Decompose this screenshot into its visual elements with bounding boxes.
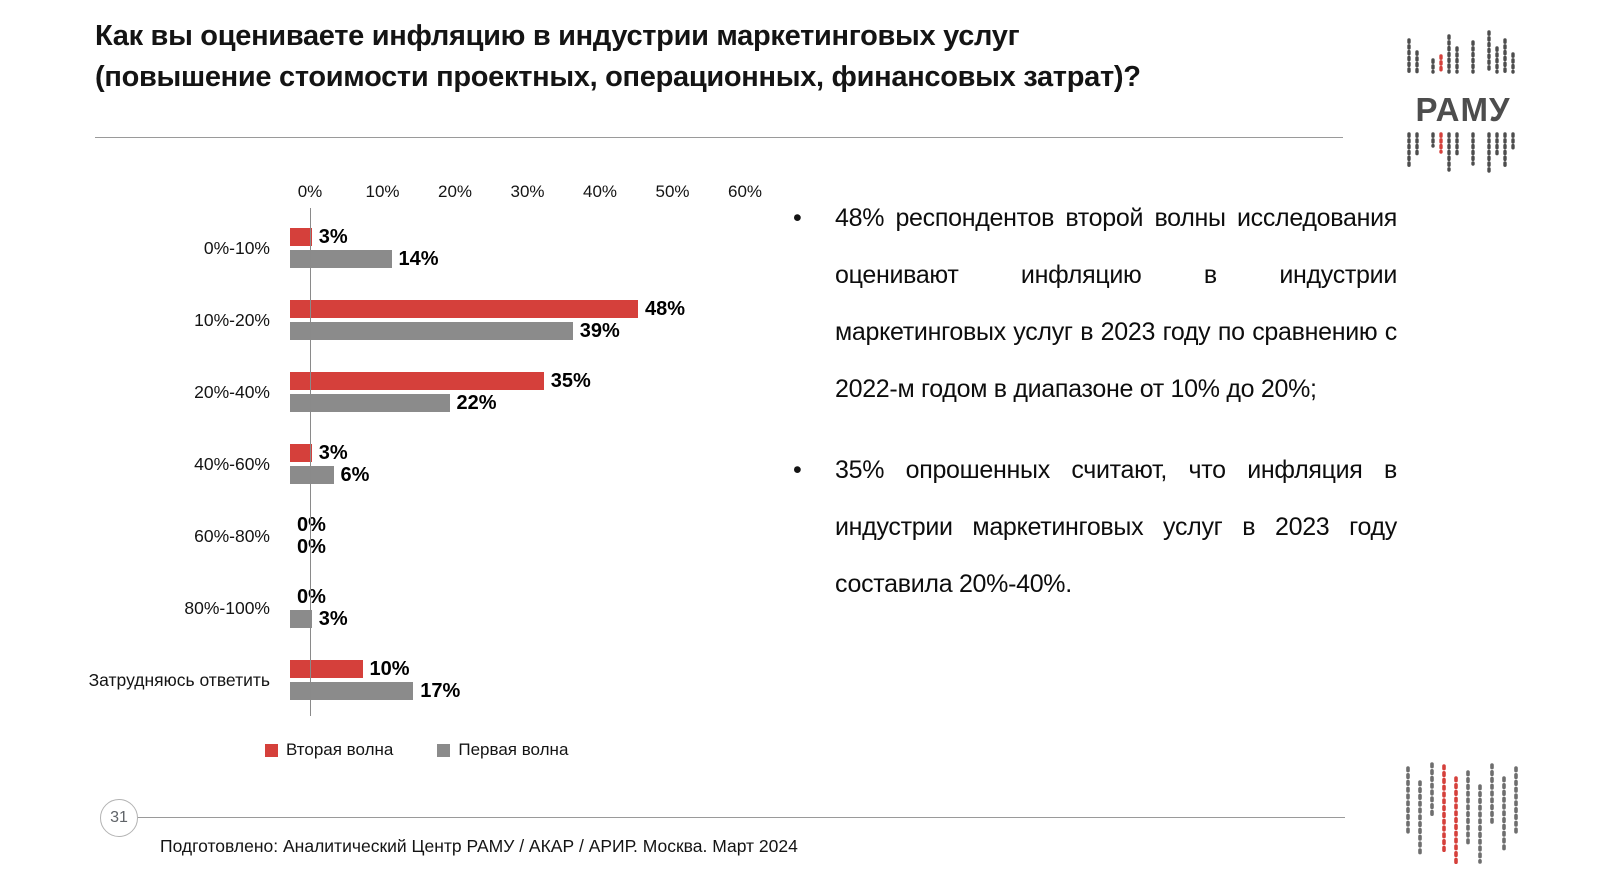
page-number: 31	[110, 809, 128, 826]
bar-line: 17%	[290, 679, 461, 702]
bar-line: 39%	[290, 319, 685, 342]
bar-value-label: 0%	[297, 513, 326, 536]
bar-group: 35% 22%	[290, 369, 591, 414]
insight-text-2: 35% опрошенных считают, что инфляция в и…	[835, 456, 1397, 598]
x-tick-label: 50%	[655, 182, 690, 201]
footer-divider	[120, 817, 1345, 818]
bar-wave1	[290, 394, 450, 412]
bar-wave1	[290, 250, 392, 268]
legend-item-wave2: Вторая волна	[265, 740, 393, 760]
bar-line: 48%	[290, 297, 686, 320]
bar-value-label: 0%	[297, 585, 326, 608]
insight-text-1: 48% респондентов второй волны исследован…	[835, 204, 1397, 403]
category-label: 60%-80%	[194, 525, 270, 546]
bar-wave1	[290, 322, 573, 340]
chart-row: 0%-10% 3% 14%	[75, 212, 775, 284]
bar-line: 22%	[290, 391, 591, 414]
ramu-logo-text: РАМУ	[1416, 91, 1511, 128]
chart-row: 10%-20% 48% 39%	[75, 284, 775, 356]
category-label: 10%-20%	[194, 309, 270, 330]
bar-chart: 0% 10% 20% 30% 40% 50% 60% 0%-10% 3% 14% 10%-20% 4…	[75, 176, 775, 760]
bar-value-label: 3%	[318, 225, 348, 248]
x-tick-label: 60%	[727, 182, 763, 201]
bar-wave2	[290, 444, 312, 462]
bar-group: 0% 3%	[290, 585, 348, 630]
bar-line: 0%	[290, 585, 348, 608]
bar-group: 48% 39%	[290, 297, 686, 342]
bar-wave2	[290, 660, 363, 678]
bar-value-label: 3%	[318, 441, 348, 464]
bar-wave2	[290, 372, 544, 390]
bar-group: 0% 0%	[290, 513, 326, 558]
category-label: 20%-40%	[194, 381, 270, 402]
bullet-marker: •	[793, 204, 802, 232]
page-number-badge: 31	[100, 799, 138, 837]
chart-row: 80%-100% 0% 3%	[75, 572, 775, 644]
dots-decoration-svg	[1406, 762, 1518, 866]
title-divider	[95, 137, 1343, 138]
bar-line: 35%	[290, 369, 591, 392]
bar-line: 6%	[290, 463, 370, 486]
bar-wave2	[290, 300, 638, 318]
slide-title-line-1: Как вы оцениваете инфляцию в индустрии м…	[95, 20, 1020, 52]
category-label: 0%-10%	[203, 237, 270, 258]
x-tick-label: 0%	[297, 182, 323, 201]
x-tick-label: 10%	[365, 182, 400, 201]
bar-wave2	[290, 228, 312, 246]
bar-line: 0%	[290, 535, 326, 558]
ramu-logo: РАМУ	[1400, 26, 1528, 178]
chart-legend: Вторая волна Первая волна	[265, 740, 775, 760]
ramu-logo-dots: РАМУ	[1407, 30, 1515, 176]
slide-title: Как вы оцениваете инфляцию в индустрии м…	[95, 16, 1365, 98]
insight-bullet-1: • 48% респондентов второй волны исследов…	[793, 190, 1397, 418]
footer-credits: Подготовлено: Аналитический Центр РАМУ /…	[160, 836, 798, 856]
x-tick-label: 40%	[582, 182, 618, 201]
chart-rows: 0%-10% 3% 14% 10%-20% 48% 39% 20%-40% 35% 22% 40%…	[75, 208, 775, 716]
chart-x-axis: 0% 10% 20% 30% 40% 50% 60%	[298, 176, 775, 212]
bar-value-label: 39%	[579, 319, 620, 342]
bar-value-label: 17%	[420, 679, 461, 702]
bar-line: 14%	[290, 247, 439, 270]
slide-title-line-2: (повышение стоимости проектных, операцио…	[95, 61, 1141, 93]
legend-label-wave2: Вторая волна	[286, 740, 394, 759]
bar-line: 10%	[290, 657, 460, 680]
bar-line: 3%	[290, 225, 439, 248]
bar-line: 3%	[290, 441, 369, 464]
bar-value-label: 10%	[369, 657, 410, 680]
x-tick-label: 20%	[437, 182, 473, 201]
bar-wave1	[290, 682, 414, 700]
bar-group: 3% 14%	[290, 225, 439, 270]
bar-value-label: 14%	[398, 247, 439, 270]
bar-group: 3% 6%	[290, 441, 370, 486]
category-label: 40%-60%	[194, 453, 270, 474]
bar-group: 10% 17%	[290, 657, 461, 702]
chart-row: 60%-80% 0% 0%	[75, 500, 775, 572]
chart-row: 20%-40% 35% 22%	[75, 356, 775, 428]
chart-row: 40%-60% 3% 6%	[75, 428, 775, 500]
category-label: 80%-100%	[184, 597, 270, 618]
chart-row: Затрудняюсь ответить 10% 17%	[75, 644, 775, 716]
bar-value-label: 35%	[550, 369, 591, 392]
legend-item-wave1: Первая волна	[437, 740, 568, 760]
bar-line: 3%	[290, 607, 348, 630]
bar-value-label: 3%	[318, 607, 348, 630]
bar-value-label: 22%	[456, 391, 497, 414]
category-label: Затрудняюсь ответить	[88, 669, 270, 690]
legend-swatch-wave2	[265, 743, 278, 757]
dots-decoration	[1398, 760, 1533, 868]
insight-bullet-2: • 35% опрошенных считают, что инфляция в…	[793, 442, 1397, 613]
legend-swatch-wave1	[437, 743, 451, 757]
bar-value-label: 48%	[645, 297, 686, 320]
bar-wave1	[290, 466, 334, 484]
legend-label-wave1: Первая волна	[458, 740, 569, 759]
x-tick-label: 30%	[510, 182, 545, 201]
insights-panel: • 48% респондентов второй волны исследов…	[793, 190, 1397, 637]
bar-line: 0%	[290, 513, 326, 536]
bullet-marker: •	[793, 456, 802, 484]
chart-axis-line	[310, 208, 311, 716]
bar-value-label: 6%	[340, 463, 370, 486]
bar-value-label: 0%	[297, 535, 326, 558]
bar-wave1	[290, 610, 312, 628]
